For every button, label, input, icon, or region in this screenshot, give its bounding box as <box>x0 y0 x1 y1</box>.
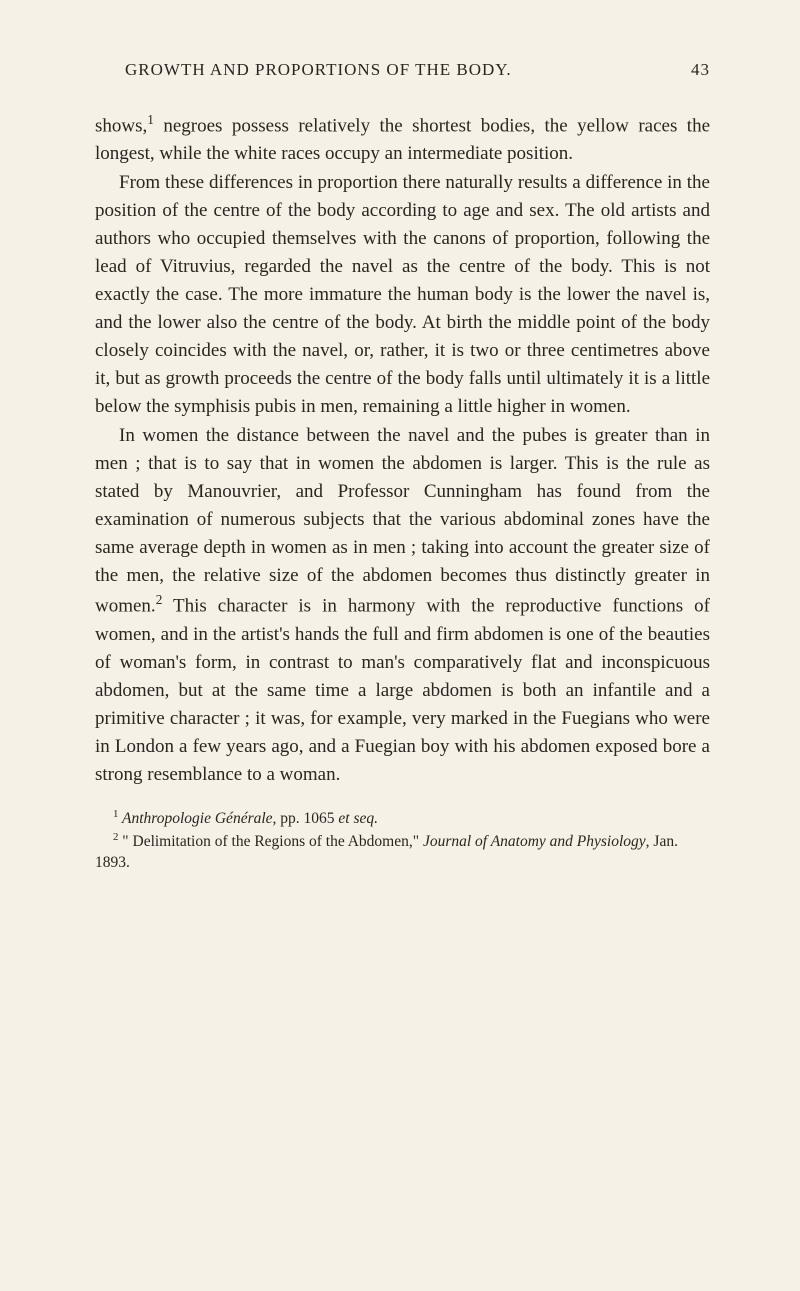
footnote-1: 1 Anthropologie Générale, pp. 1065 et se… <box>95 807 710 830</box>
f1-italic: Anthropologie Générale <box>118 810 272 827</box>
f2-italic: Journal of Anatomy and Physiology <box>423 834 646 851</box>
page-number: 43 <box>691 60 710 80</box>
f1-italic-b: et seq. <box>338 810 378 827</box>
paragraph-1: shows,1 negroes possess relatively the s… <box>95 110 710 169</box>
header-title: GROWTH AND PROPORTIONS OF THE BODY. <box>125 60 512 79</box>
p1-footnote-marker: 1 <box>147 112 154 127</box>
paragraph-2: From these differences in proportion the… <box>95 169 710 422</box>
p1-start: shows, <box>95 115 147 136</box>
f2-a: " Delimitation of the Regions of the Abd… <box>118 834 423 851</box>
footnote-2: 2 " Delimitation of the Regions of the A… <box>95 830 710 874</box>
f1-rest-a: , pp. 1065 <box>273 810 339 827</box>
p1-rest: negroes possess relatively the shortest … <box>95 115 710 164</box>
paragraph-3: In women the distance between the navel … <box>95 422 710 790</box>
p3-b: This character is in harmony with the re… <box>95 596 710 786</box>
footnotes: 1 Anthropologie Générale, pp. 1065 et se… <box>95 807 710 874</box>
running-header: GROWTH AND PROPORTIONS OF THE BODY. 43 <box>95 60 710 80</box>
p3-a: In women the distance between the navel … <box>95 425 710 617</box>
body-text: shows,1 negroes possess relatively the s… <box>95 110 710 789</box>
